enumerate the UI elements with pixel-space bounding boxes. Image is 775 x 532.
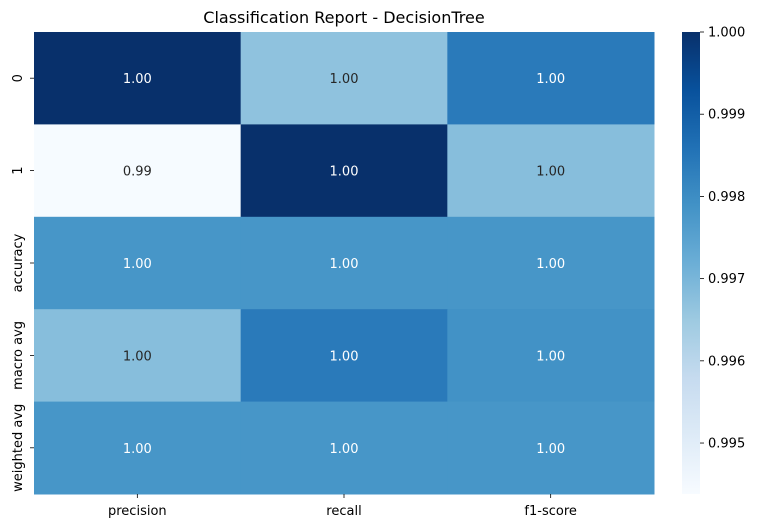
heatmap-cell (447, 309, 655, 403)
cell-annotation: 1.00 (330, 442, 359, 457)
colorbar-tick-label: 0.996 (708, 354, 745, 369)
cell-annotation: 1.00 (536, 72, 565, 87)
heatmap-cell (240, 32, 448, 125)
cell-annotation: 1.00 (330, 349, 359, 364)
heatmap-cell-labels: 1.00 1.00 1.00 0.99 1.00 1.00 1.00 1.00 1.00 1.00… (123, 72, 565, 457)
cell-annotation: 0.99 (123, 165, 152, 180)
cell-annotation: 1.00 (123, 72, 152, 87)
heatmap-cell (447, 124, 655, 218)
heatmap-cells (34, 32, 655, 495)
y-axis: 0 1 accuracy macro avg weighted avg (11, 74, 34, 492)
cell-annotation: 1.00 (123, 442, 152, 457)
colorbar-tick-label: 1.000 (708, 26, 745, 41)
heatmap-cell (240, 216, 448, 310)
colorbar-tick-label: 0.998 (708, 190, 745, 205)
cell-annotation: 1.00 (536, 442, 565, 457)
cell-annotation: 1.00 (330, 165, 359, 180)
y-tick-label: accuracy (11, 233, 26, 292)
cell-annotation: 1.00 (330, 257, 359, 272)
y-tick-label: 1 (11, 166, 26, 174)
heatmap-cell (34, 32, 242, 125)
colorbar-tick-label: 0.997 (708, 272, 745, 287)
x-axis: precision recall f1-score (108, 494, 577, 519)
colorbar: 0.995 0.996 0.997 0.998 0.999 1.000 (682, 26, 745, 494)
cell-annotation: 1.00 (536, 165, 565, 180)
colorbar-gradient (682, 32, 700, 494)
cell-annotation: 1.00 (123, 257, 152, 272)
heatmap-cell (34, 401, 242, 495)
heatmap-cell (240, 124, 448, 218)
chart-title: Classification Report - DecisionTree (203, 8, 484, 27)
heatmap-cell (34, 124, 242, 218)
cell-annotation: 1.00 (536, 349, 565, 364)
heatmap-cell (447, 32, 655, 125)
heatmap-cell (447, 401, 655, 495)
heatmap-cell (34, 309, 242, 403)
y-tick-label: macro avg (11, 321, 26, 390)
x-tick-label: precision (108, 504, 167, 519)
heatmap-cell (240, 309, 448, 403)
cell-annotation: 1.00 (330, 72, 359, 87)
x-tick-label: recall (326, 504, 361, 519)
x-tick-label: f1-score (524, 504, 576, 519)
heatmap-cell (240, 401, 448, 495)
colorbar-tick-label: 0.999 (708, 108, 745, 123)
y-tick-label: 0 (11, 74, 26, 82)
y-tick-label: weighted avg (11, 404, 26, 492)
heatmap-cell (34, 216, 242, 310)
heatmap-cell (447, 216, 655, 310)
cell-annotation: 1.00 (123, 349, 152, 364)
colorbar-tick-label: 0.995 (708, 437, 745, 452)
cell-annotation: 1.00 (536, 257, 565, 272)
